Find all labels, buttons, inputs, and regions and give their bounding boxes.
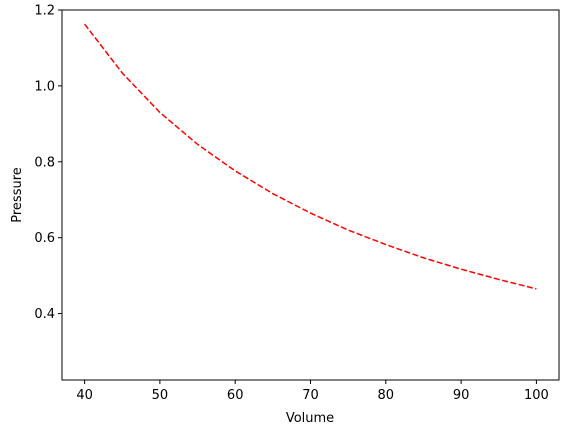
series-line	[83, 23, 537, 290]
x-axis-label: Volume	[286, 411, 334, 426]
y-axis-label: Pressure	[10, 167, 25, 223]
x-tick-label: 90	[453, 388, 470, 403]
plot-area	[83, 23, 537, 290]
x-axis: 40 50 60 70 80 90 100	[76, 380, 549, 403]
y-tick-label: 0.4	[34, 307, 55, 322]
x-tick-label: 50	[152, 388, 169, 403]
x-tick-label: 60	[227, 388, 244, 403]
x-tick-label: 70	[302, 388, 319, 403]
x-tick-label: 80	[378, 388, 395, 403]
y-tick-label: 1.0	[34, 79, 55, 94]
y-tick-label: 0.6	[34, 231, 55, 246]
x-tick-label: 100	[524, 388, 549, 403]
y-axis: 0.4 0.6 0.8 1.0 1.2	[34, 4, 62, 322]
y-tick-label: 1.2	[34, 4, 55, 19]
x-tick-label: 40	[76, 388, 93, 403]
y-tick-label: 0.8	[34, 155, 55, 170]
